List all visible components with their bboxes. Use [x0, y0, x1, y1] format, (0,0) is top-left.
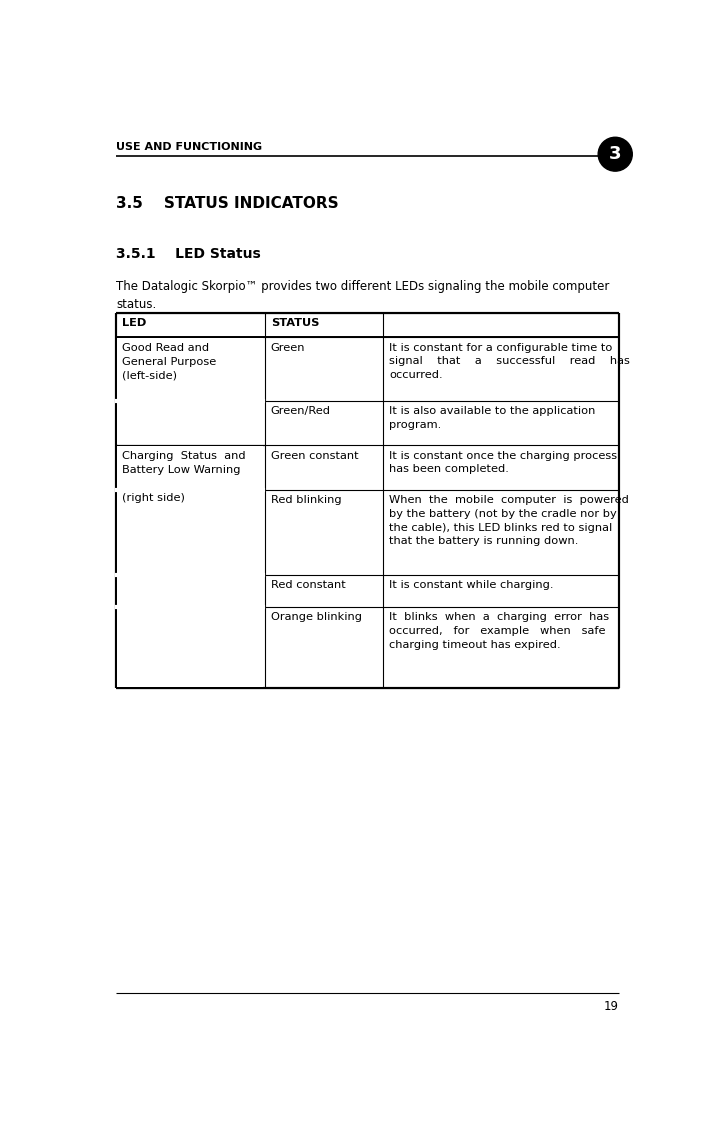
Text: When  the  mobile  computer  is  powered
by the battery (not by the cradle nor b: When the mobile computer is powered by t…	[389, 495, 629, 546]
Text: Good Read and
General Purpose
(left-side): Good Read and General Purpose (left-side…	[122, 343, 216, 381]
Text: Green/Red: Green/Red	[271, 406, 330, 416]
Bar	[117, 338, 263, 444]
Text: It  blinks  when  a  charging  error  has
occurred,   for   example   when   saf: It blinks when a charging error has occu…	[389, 612, 609, 649]
Text: Red constant: Red constant	[271, 580, 345, 590]
Text: It is constant for a configurable time to
signal    that    a    successful    r: It is constant for a configurable time t…	[389, 343, 630, 380]
Text: 3.5    STATUS INDICATORS: 3.5 STATUS INDICATORS	[116, 196, 339, 210]
Text: STATUS: STATUS	[271, 318, 319, 328]
Text: LED: LED	[122, 318, 147, 328]
Text: 3: 3	[609, 145, 622, 163]
Text: 19: 19	[604, 1000, 619, 1012]
Text: Charging  Status  and
Battery Low Warning

(right side): Charging Status and Battery Low Warning …	[122, 450, 246, 502]
Text: Green constant: Green constant	[271, 450, 358, 460]
Text: It is constant once the charging process
has been completed.: It is constant once the charging process…	[389, 450, 617, 474]
Text: USE AND FUNCTIONING: USE AND FUNCTIONING	[116, 141, 262, 152]
Text: Orange blinking: Orange blinking	[271, 612, 362, 622]
Text: The Datalogic Skorpio™ provides two different LEDs signaling the mobile computer: The Datalogic Skorpio™ provides two diff…	[116, 280, 609, 311]
Text: It is also available to the application
program.: It is also available to the application …	[389, 406, 595, 430]
Text: It is constant while charging.: It is constant while charging.	[389, 580, 553, 590]
Text: Red blinking: Red blinking	[271, 495, 341, 506]
Text: Green: Green	[271, 343, 305, 353]
Bar	[117, 446, 263, 687]
Text: 3.5.1    LED Status: 3.5.1 LED Status	[116, 247, 261, 260]
Bar	[116, 313, 619, 688]
Circle shape	[598, 137, 632, 171]
